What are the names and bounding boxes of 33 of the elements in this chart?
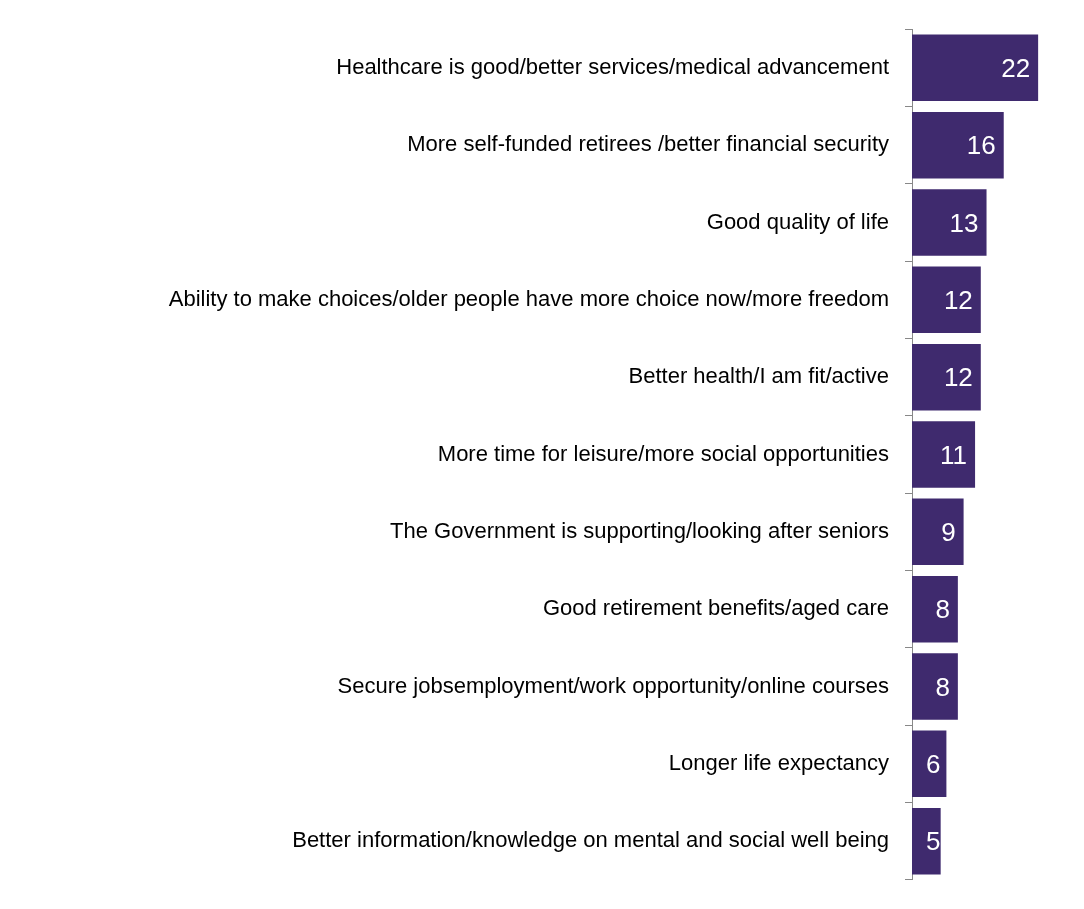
bar <box>912 807 941 875</box>
y-tick-label: Longer life expectancy <box>668 749 889 775</box>
y-tick-label: The Government is supporting/looking after seniors <box>390 517 889 543</box>
y-tick-label: More time for leisure/more social opportunities <box>437 440 889 466</box>
data-label: 8 <box>935 594 950 625</box>
data-label: 12 <box>943 362 973 393</box>
y-tick-label: Healthcare is good/better services/medical advancement <box>336 53 889 79</box>
data-label: 13 <box>949 207 979 238</box>
bar <box>912 498 964 566</box>
y-tick-label: Better health/I am fit/active <box>628 363 889 389</box>
y-tick-label: More self-funded retirees /better financial security <box>407 131 889 157</box>
bar <box>912 421 976 488</box>
bar <box>912 730 947 798</box>
data-label: 9 <box>941 517 956 547</box>
data-label: 12 <box>943 285 973 316</box>
data-label: 8 <box>935 671 950 702</box>
bar <box>912 266 981 334</box>
data-label: 11 <box>940 439 968 470</box>
bar <box>912 189 987 256</box>
data-label: 5 <box>925 826 941 857</box>
y-tick-label: Good quality of life <box>706 208 889 234</box>
bar <box>912 653 958 720</box>
y-tick-label: Ability to make choices/older people have more choice now/more freedom <box>168 285 889 311</box>
y-tick-label: Good retirement benefits/aged care <box>542 595 889 621</box>
y-tick-label: Better information/knowledge on mental and social well being <box>292 827 889 853</box>
data-label: 16 <box>966 130 996 161</box>
bar <box>912 343 981 411</box>
data-label: 6 <box>925 748 941 779</box>
bar <box>912 34 1039 102</box>
bar <box>912 575 958 643</box>
bar <box>912 111 1004 179</box>
y-tick-label: Secure jobsemployment/work opportunity/online courses <box>337 672 889 698</box>
data-label: 22 <box>1001 53 1031 84</box>
